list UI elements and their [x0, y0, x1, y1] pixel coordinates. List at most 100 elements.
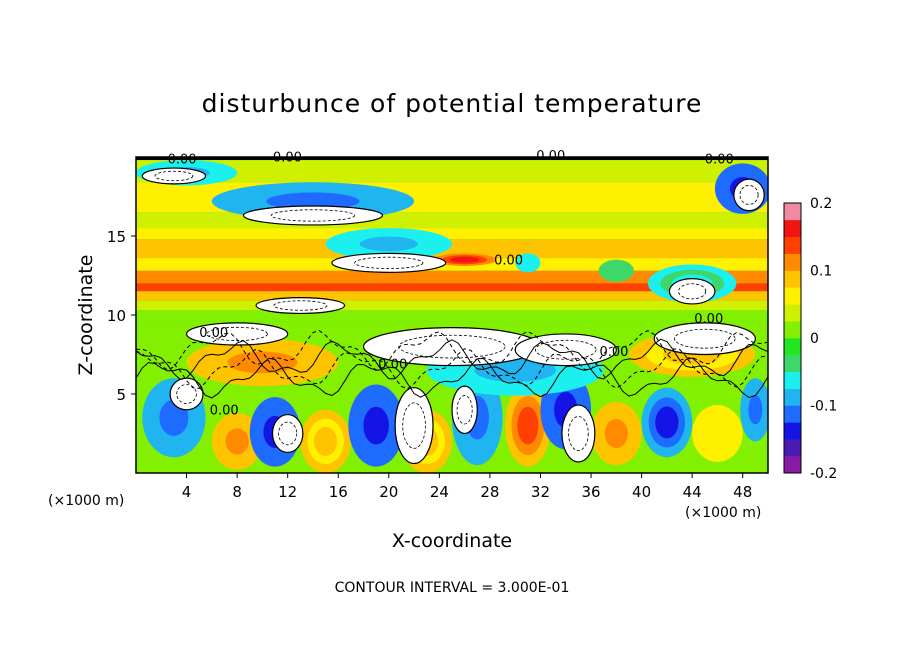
colorbar-segment — [784, 304, 801, 322]
chart-title: disturbunce of potential temperature — [202, 89, 703, 118]
value-band — [136, 228, 768, 240]
value-band — [136, 283, 768, 292]
contour-line — [535, 339, 597, 360]
colorbar-tick-label: -0.1 — [810, 399, 837, 415]
disturbance-cell — [604, 418, 628, 449]
colorbar-segment — [784, 203, 801, 221]
contour-line — [398, 334, 506, 359]
disturbance-cell — [705, 420, 730, 447]
x-tick-label: 48 — [733, 483, 752, 501]
colorbar-tick-label: -0.2 — [810, 466, 837, 482]
colorbar-tick-label: 0 — [810, 331, 819, 347]
x-axis-ticks: 4 8 12 16 20 24 28 32 36 40 44 48 — [182, 473, 752, 501]
disturbance-cell — [363, 406, 389, 445]
colorbar-segment — [784, 439, 801, 457]
disturbance-cell — [608, 265, 625, 276]
colorbar-frame — [783, 202, 802, 474]
contour-label: 0.00 — [199, 326, 228, 341]
x-units-left: (×1000 m) — [48, 493, 124, 509]
x-tick-label: 12 — [278, 483, 297, 501]
colorbar-segment — [784, 338, 801, 356]
disturbance-cell — [517, 406, 539, 445]
x-tick-label: 32 — [531, 483, 550, 501]
disturbance-cell — [655, 406, 679, 439]
colorbar-segment — [784, 236, 801, 254]
disturbance-cell — [313, 426, 338, 456]
disturbance-cell — [522, 258, 534, 268]
colorbar-tick-label: 0.1 — [810, 264, 832, 280]
saturated-region — [242, 205, 384, 226]
contour-layer — [136, 330, 768, 399]
x-tick-label: 28 — [480, 483, 499, 501]
saturated-region — [141, 167, 207, 185]
saturated-region — [255, 297, 346, 315]
x-tick-label: 4 — [182, 483, 192, 501]
x-tick-label: 20 — [379, 483, 398, 501]
value-band — [136, 300, 768, 311]
contour-line — [568, 416, 589, 451]
y-axis-label: Z-coordinate — [75, 255, 97, 376]
disturbance-cell — [748, 395, 763, 425]
contour-label: 0.00 — [273, 151, 302, 166]
disturbance-cell — [450, 256, 480, 263]
contour-line — [154, 170, 194, 182]
contour-line — [273, 300, 328, 311]
x-tick-label: 36 — [581, 483, 600, 501]
value-band — [136, 239, 768, 259]
x-tick-label: 16 — [329, 483, 348, 501]
saturated-region — [733, 178, 765, 212]
x-axis-label: X-coordinate — [392, 530, 512, 552]
disturbance-cell — [266, 192, 360, 210]
colorbar-tick-label: 0.2 — [810, 196, 832, 212]
x-tick-label: 24 — [430, 483, 449, 501]
contour-line — [176, 384, 197, 404]
saturated-region — [169, 377, 204, 411]
contour-line — [354, 256, 424, 269]
saturated-region — [668, 278, 716, 305]
colorbar-segment — [784, 287, 801, 305]
value-band — [136, 212, 768, 229]
contour-line — [402, 402, 426, 449]
contour-label: 0.00 — [536, 149, 565, 164]
saturated-region — [653, 322, 756, 356]
disturbance-cell — [359, 236, 418, 252]
saturated-region — [514, 333, 617, 367]
value-band — [136, 291, 768, 301]
contour-line — [739, 185, 759, 205]
colorbar-segment — [784, 405, 801, 423]
colorbar-segment — [784, 422, 801, 440]
contour-line — [278, 421, 298, 446]
colorbar — [783, 202, 802, 474]
y-tick-label: 15 — [107, 228, 126, 246]
colorbar-segment — [784, 253, 801, 271]
contour-line — [270, 209, 356, 222]
x-tick-label: 8 — [232, 483, 242, 501]
saturated-region — [451, 385, 478, 435]
contour-line — [674, 328, 736, 349]
colorbar-segment — [784, 321, 801, 339]
colorbar-segment — [784, 456, 801, 474]
disturbance-cell — [225, 428, 249, 455]
contour-label-layer: 0.00 0.00 0.00 0.00 0.00 0.00 0.00 0.00 0.00 0.00 — [168, 149, 734, 418]
contour-label: 0.00 — [705, 152, 734, 167]
contour-line — [456, 395, 473, 425]
colorbar-segment — [784, 388, 801, 406]
x-tick-label: 40 — [632, 483, 651, 501]
x-tick-label: 44 — [683, 483, 702, 501]
contour-label: 0.00 — [599, 345, 628, 360]
saturated-layer — [141, 167, 765, 465]
saturated-region — [331, 252, 447, 273]
colorbar-ticks: -0.2 -0.1 0 0.1 0.2 — [810, 196, 837, 482]
y-axis-ticks: 5 10 15 — [107, 228, 136, 404]
contour-label: 0.00 — [210, 404, 239, 419]
saturated-region — [561, 404, 596, 463]
contour-line — [136, 330, 768, 371]
saturated-region — [185, 322, 289, 346]
contour-line — [136, 338, 768, 380]
contour-line — [136, 357, 768, 399]
contour-label: 0.00 — [694, 312, 723, 327]
contour-label: 0.00 — [168, 152, 197, 167]
x-units-right: (×1000 m) — [685, 505, 761, 521]
saturated-region — [271, 413, 304, 454]
